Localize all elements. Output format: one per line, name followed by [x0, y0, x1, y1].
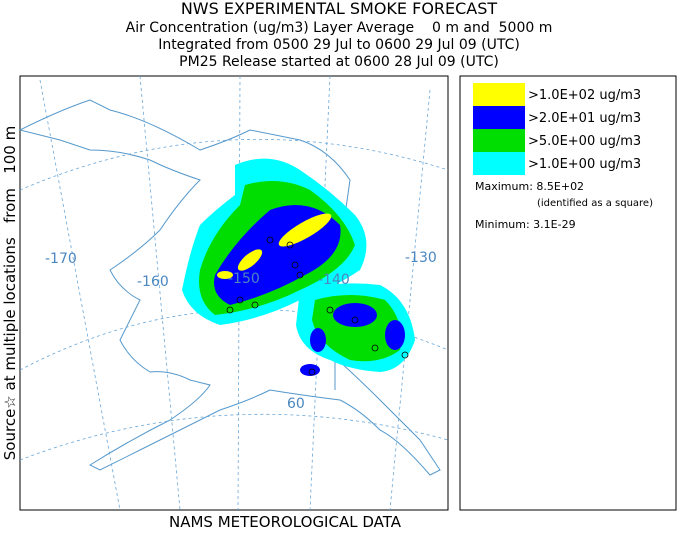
- graticule: [19, 413, 449, 461]
- title: NWS EXPERIMENTAL SMOKE FORECAST: [181, 0, 498, 18]
- grid-label: -160: [137, 274, 169, 290]
- map: -170 -160 -150 -140 -130 60: [18, 75, 449, 511]
- legend-swatch: [473, 129, 525, 152]
- maximum: Maximum: 8.5E+02: [475, 180, 584, 193]
- legend-label: >1.0E+02 ug/m3: [528, 88, 641, 103]
- grid-label: -130: [405, 250, 437, 266]
- subtitle: Integrated from 0500 29 Jul to 0600 29 J…: [158, 37, 520, 53]
- smoke: [182, 158, 415, 376]
- grid-label: 60: [287, 396, 305, 412]
- maximum-note: (identified as a square): [537, 198, 653, 209]
- graticule: [389, 89, 431, 511]
- legend-swatch: [473, 106, 525, 129]
- grid-label: -170: [45, 251, 77, 267]
- grid-label: -140: [318, 272, 350, 288]
- subtitle: Air Concentration (ug/m3) Layer Average …: [126, 20, 553, 36]
- legend-label: >5.0E+00 ug/m3: [528, 134, 641, 149]
- minimum: Minimum: 3.1E-29: [475, 218, 576, 231]
- legend-swatch: [473, 152, 525, 175]
- legend-swatch: [473, 83, 525, 106]
- legend-label: >2.0E+01 ug/m3: [528, 111, 641, 126]
- graticule: [39, 79, 121, 511]
- grid-label: -150: [228, 271, 260, 287]
- footer: NAMS METEOROLOGICAL DATA: [169, 513, 402, 531]
- legend-label: >1.0E+00 ug/m3: [528, 157, 641, 172]
- side-label: Source☆ at multiple locations from 100 m: [1, 126, 19, 460]
- graticule: [139, 75, 181, 511]
- subtitle: PM25 Release started at 0600 28 Jul 09 (…: [179, 54, 499, 70]
- legend: >1.0E+02 ug/m3 >2.0E+01 ug/m3 >5.0E+00 ug/…: [459, 75, 677, 511]
- graticule: [19, 139, 449, 191]
